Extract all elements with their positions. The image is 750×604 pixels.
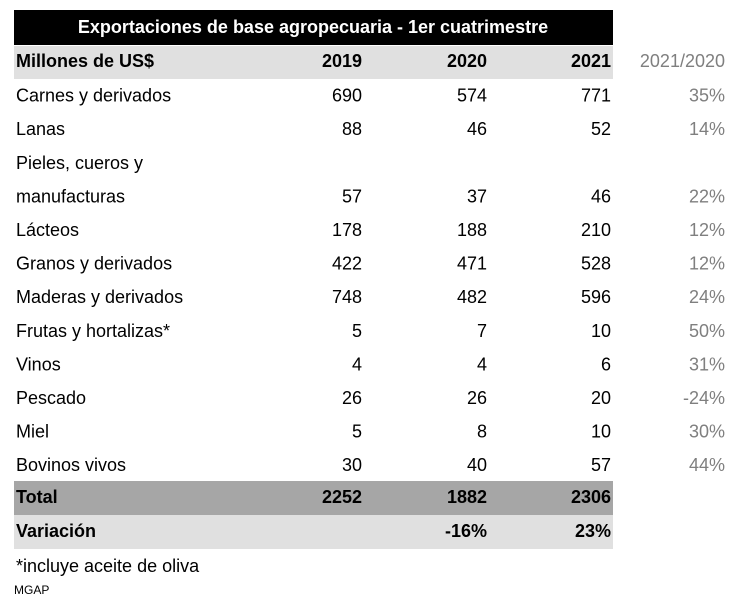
cell: -16% xyxy=(445,521,487,541)
total-label: Total xyxy=(16,487,58,507)
cell: 57 xyxy=(591,455,611,475)
header-bg xyxy=(14,46,613,79)
cell: 88 xyxy=(342,119,362,139)
cell: 5 xyxy=(352,321,362,341)
cell: 1882 xyxy=(447,487,487,507)
cell: 2021 xyxy=(571,51,611,71)
cell: 690 xyxy=(332,86,362,106)
cell: 52 xyxy=(591,119,611,139)
cell: 210 xyxy=(581,220,611,240)
cell: 46 xyxy=(591,186,611,206)
cell: 596 xyxy=(581,287,611,307)
row-label: Frutas y hortalizas* xyxy=(16,321,170,341)
cell: 2019 xyxy=(322,51,362,71)
variation-label: Variación xyxy=(16,521,96,541)
cell: 26 xyxy=(467,388,487,408)
cell: 471 xyxy=(457,254,487,274)
cell: 10 xyxy=(591,422,611,442)
cell: 2252 xyxy=(322,487,362,507)
header-cell: Millones de US$ xyxy=(16,51,154,71)
cell: 8 xyxy=(477,422,487,442)
cell: 7 xyxy=(477,321,487,341)
variation-bg xyxy=(14,515,613,549)
cell: 2306 xyxy=(571,487,611,507)
cell: 30 xyxy=(342,455,362,475)
cell: 4 xyxy=(477,354,487,374)
row-label: Pieles, cueros y xyxy=(16,153,143,173)
cell: -24% xyxy=(683,388,725,408)
title-bar xyxy=(14,10,613,45)
cell: 422 xyxy=(332,254,362,274)
cell: 482 xyxy=(457,287,487,307)
row-label: Maderas y derivados xyxy=(16,287,183,307)
total-bg xyxy=(14,481,613,515)
cell: 50% xyxy=(689,321,725,341)
cell: 10 xyxy=(591,321,611,341)
cell: 2021/2020 xyxy=(640,51,725,71)
cell: 574 xyxy=(457,86,487,106)
row-label: manufacturas xyxy=(16,186,125,206)
cell: 35% xyxy=(689,86,725,106)
row-label: Pescado xyxy=(16,388,86,408)
source: MGAP xyxy=(14,583,49,597)
row-label: Vinos xyxy=(16,354,61,374)
cell: 4 xyxy=(352,354,362,374)
cell: 6 xyxy=(601,354,611,374)
cell: 2020 xyxy=(447,51,487,71)
cell: 24% xyxy=(689,287,725,307)
cell: 57 xyxy=(342,186,362,206)
cell: 12% xyxy=(689,254,725,274)
cell: 30% xyxy=(689,422,725,442)
footnote: *incluye aceite de oliva xyxy=(16,556,200,576)
cell: 188 xyxy=(457,220,487,240)
cell: 44% xyxy=(689,455,725,475)
cell: 26 xyxy=(342,388,362,408)
title: Exportaciones de base agropecuaria - 1er… xyxy=(78,17,548,37)
cell: 22% xyxy=(689,186,725,206)
cell: 748 xyxy=(332,287,362,307)
row-label: Lácteos xyxy=(16,220,79,240)
cell: 40 xyxy=(467,455,487,475)
cell: 528 xyxy=(581,254,611,274)
cell: 37 xyxy=(467,186,487,206)
cell: 20 xyxy=(591,388,611,408)
cell: 31% xyxy=(689,354,725,374)
row-label: Bovinos vivos xyxy=(16,455,126,475)
cell: 771 xyxy=(581,86,611,106)
cell: 5 xyxy=(352,422,362,442)
row-label: Carnes y derivados xyxy=(16,86,171,106)
cell: 12% xyxy=(689,220,725,240)
cell: 23% xyxy=(575,521,611,541)
cell: 178 xyxy=(332,220,362,240)
row-label: Lanas xyxy=(16,119,65,139)
row-label: Granos y derivados xyxy=(16,254,172,274)
cell: 46 xyxy=(467,119,487,139)
cell: 14% xyxy=(689,119,725,139)
row-label: Miel xyxy=(16,422,49,442)
